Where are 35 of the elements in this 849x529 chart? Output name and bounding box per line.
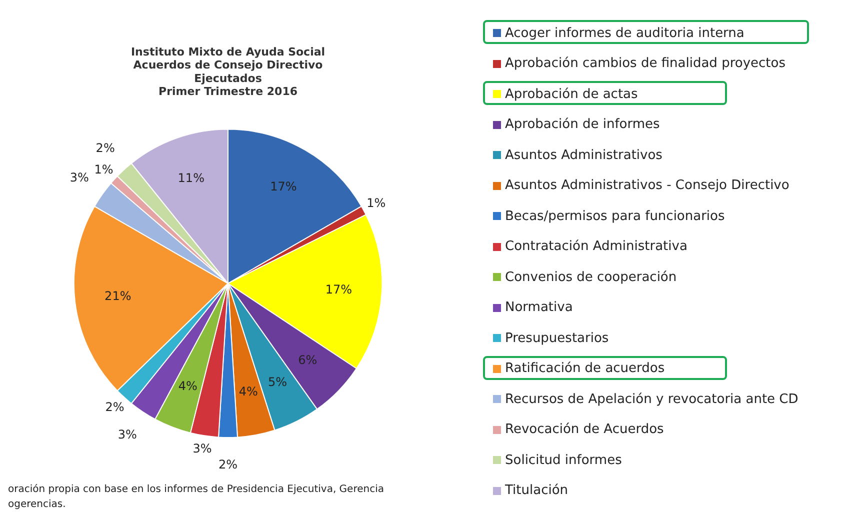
data-label: 2%: [96, 140, 115, 155]
data-label: 3%: [70, 170, 89, 184]
text: oración propia con base en los informes de Presidencia Ejecutiva, Gerencia: [8, 483, 384, 497]
legend-label: Aprobación de informes: [505, 117, 660, 132]
text: Instituto Mixto de Ayuda Social Acuerdos de Consejo Directivo Ejecutados Primer Trimestre 2016: [130, 45, 326, 98]
data-label: 2%: [105, 400, 124, 414]
legend-label: Solicitud informes: [505, 452, 622, 468]
data-label: 3%: [118, 427, 137, 442]
data-label: 5%: [268, 374, 287, 389]
legend-label: Aprobación cambios de finalidad proyectos: [505, 56, 786, 72]
legend-label: Normativa: [505, 300, 573, 316]
data-label: 4%: [178, 378, 198, 393]
legend-label: Aprobación de actas: [505, 86, 638, 102]
legend-label: Contratación Administrativa: [505, 239, 688, 254]
data-label: 1%: [94, 162, 114, 176]
data-label: 1%: [366, 196, 386, 210]
legend-label: Acoger informes de auditoria interna: [505, 26, 744, 41]
legend-label: Titulación: [505, 483, 568, 498]
legend-label: Presupuestarios: [505, 330, 609, 346]
data-label: 17%: [270, 179, 297, 194]
legend-label: Asuntos Administrativos - Consejo Directivo: [505, 178, 790, 194]
data-label: 4%: [238, 384, 258, 399]
legend-label: Asuntos Administrativos: [505, 148, 662, 163]
data-label: 2%: [218, 458, 238, 472]
legend-label: Recursos de Apelación y revocatoria ante CD: [505, 392, 798, 407]
data-label: 6%: [298, 352, 318, 367]
data-label: 11%: [178, 170, 204, 185]
legend-label: Convenios de cooperación: [505, 270, 677, 285]
data-label: 3%: [192, 442, 212, 456]
legend-label: Revocación de Acuerdos: [505, 422, 664, 438]
text: ogerencias.: [8, 498, 67, 512]
legend-label: Ratificación de acuerdos: [505, 361, 665, 376]
data-label: 21%: [104, 289, 132, 304]
legend-label: Becas/permisos para funcionarios: [505, 208, 725, 224]
data-label: 17%: [325, 282, 352, 296]
